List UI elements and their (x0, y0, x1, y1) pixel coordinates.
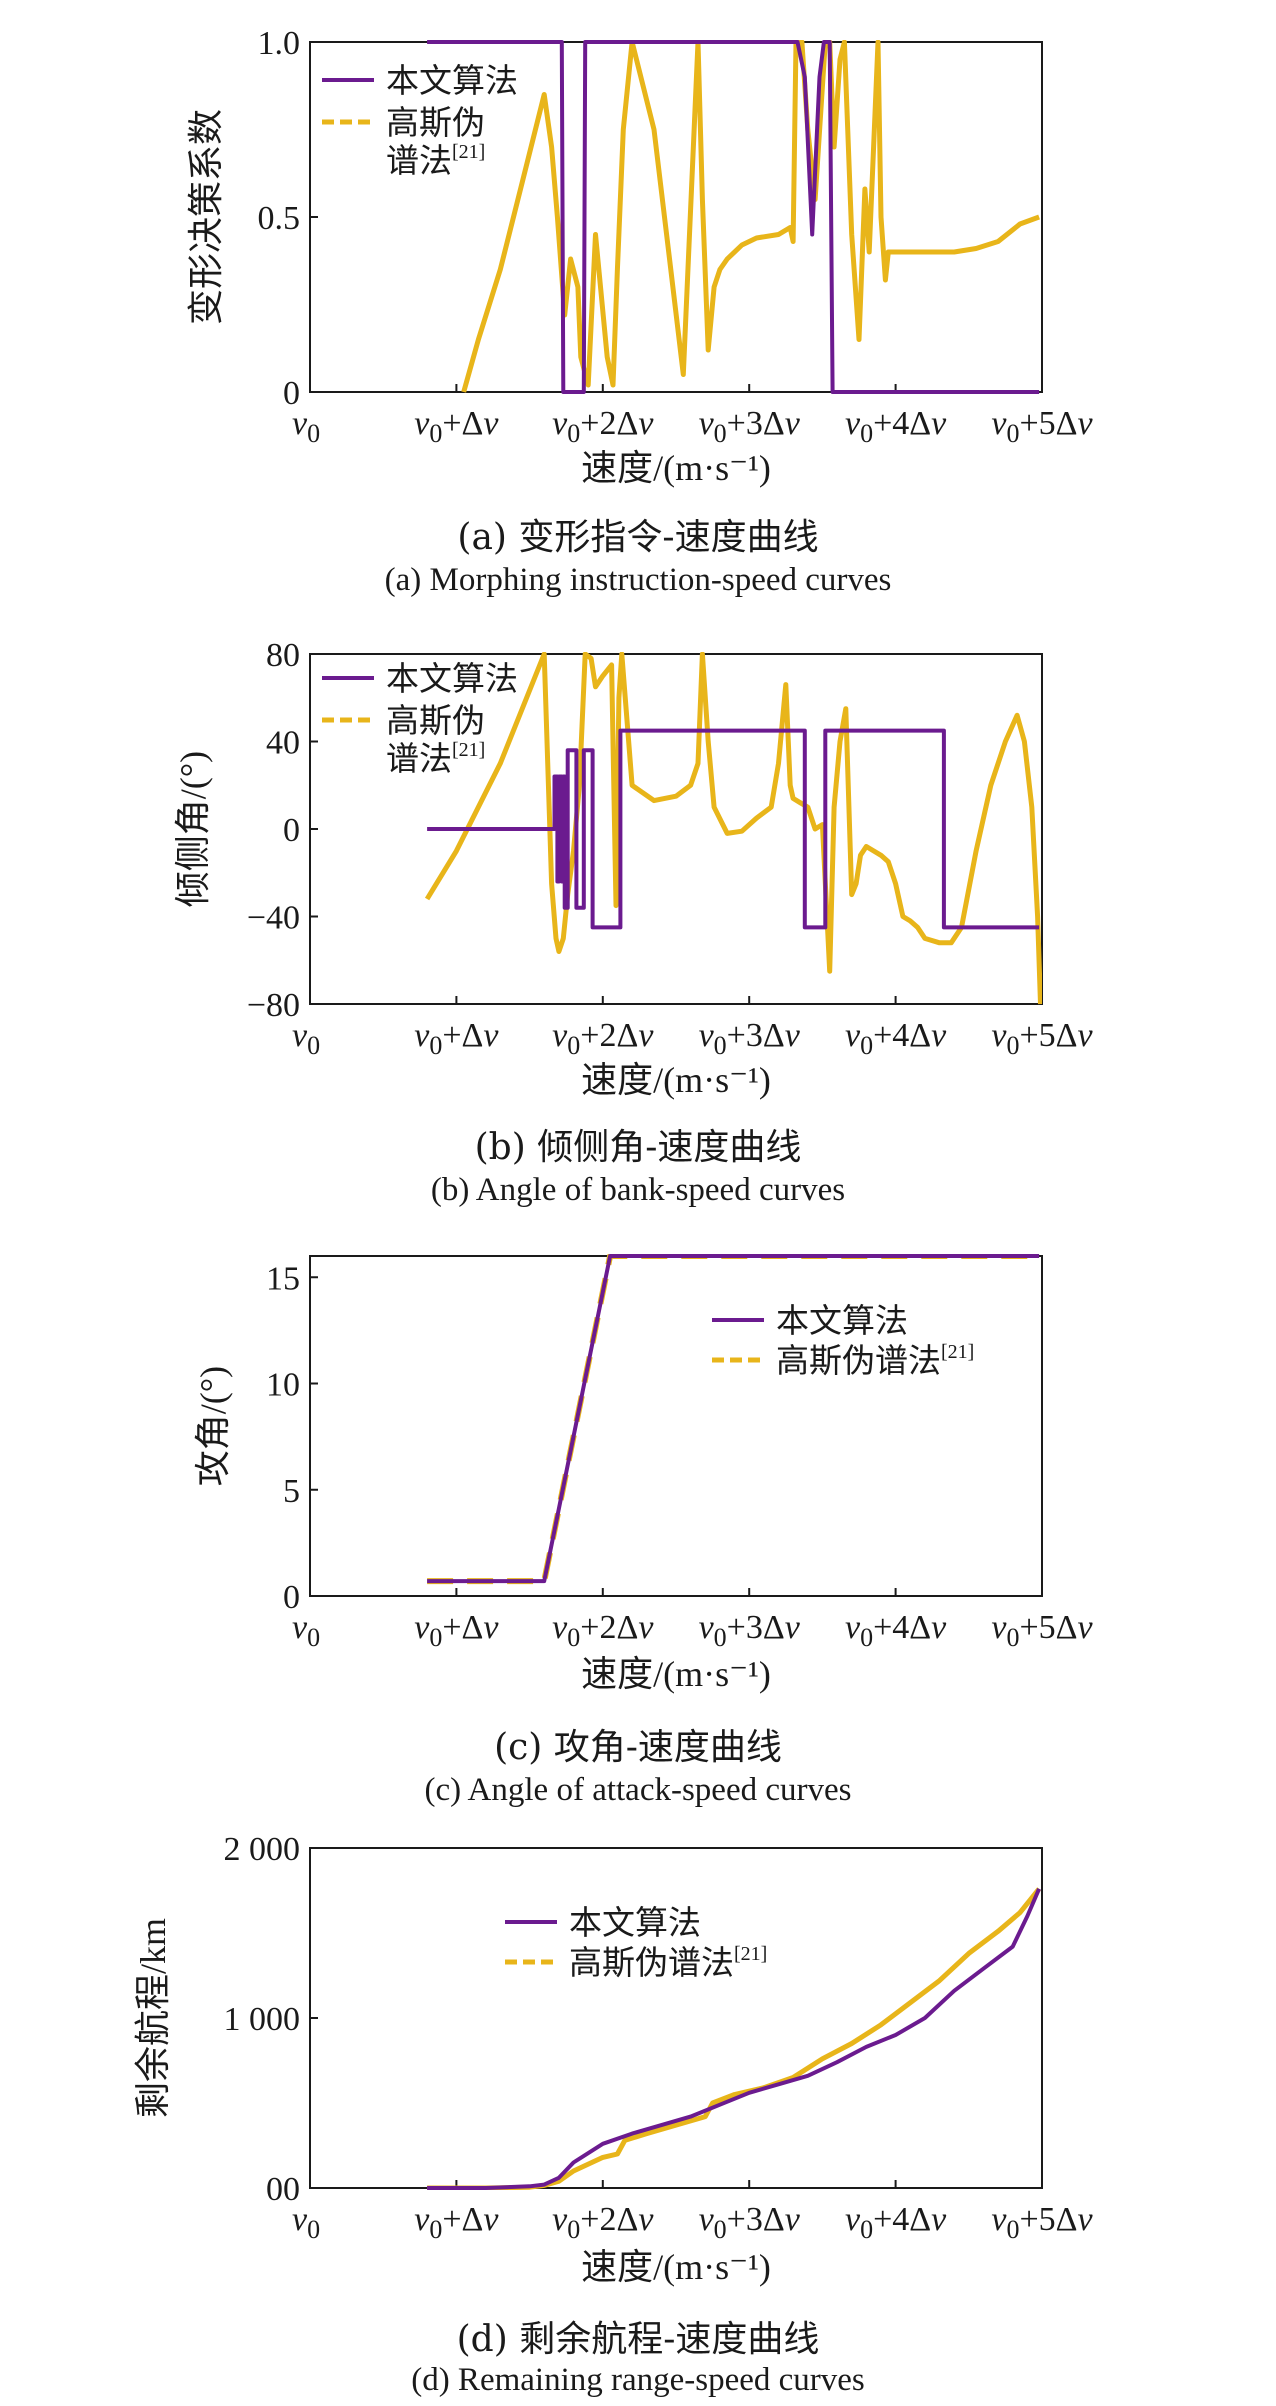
chart-d: v0 v0+Δv v0+2Δv v0+3Δv v0+4Δv v0+5Δv 00 1 000 2 … (133, 1831, 1094, 2287)
chart-a: v0 v0+Δv v0+2Δv v0+3Δv v0+4Δv v0+5Δv 0 0.5 1.0 速度… (186, 25, 1094, 488)
y-tick-label: 2 000 (224, 1831, 301, 1868)
x-tick-label: v0+5Δv (991, 2201, 1093, 2244)
y-tick-label: 5 (283, 1473, 300, 1510)
series-line-ours (427, 1254, 1040, 1584)
y-tick-label: −40 (247, 900, 300, 937)
x-tick-label: v0+4Δv (845, 405, 947, 448)
caption-d-en: (d) Remaining range-speed curves (411, 2362, 865, 2398)
legend-label-ours: 本文算法 (776, 1303, 908, 1340)
series-line-ours (427, 40, 1040, 394)
y-tick-label: −80 (247, 987, 300, 1024)
series-line-gauss (461, 40, 1040, 393)
legend-label-gauss: 高斯伪 (386, 105, 485, 142)
chart-b: v0 v0+Δv v0+2Δv v0+3Δv v0+4Δv v0+5Δv −80 −40 0 40… (173, 637, 1094, 1100)
legend-label-gauss: 高斯伪谱法[21] (569, 1943, 767, 1982)
y-tick-label: 00 (266, 2171, 300, 2208)
x-tick-label: v0+4Δv (845, 1017, 947, 1060)
y-axis-label: 变形决策系数 (186, 109, 226, 325)
chart-c: v0 v0+Δv v0+2Δv v0+3Δv v0+4Δv v0+5Δv 0 5 10 15 速度/… (193, 1254, 1094, 1694)
legend-label-gauss-2: 谱法[21] (386, 141, 485, 180)
series-line-ours (427, 728, 1040, 930)
x-axis-label: 速度/(m·s⁻¹) (581, 448, 771, 488)
series-line-gauss (427, 1254, 1040, 1585)
caption-d-zh: (d) 剩余航程-速度曲线 (456, 2319, 820, 2360)
y-tick-label: 80 (266, 637, 300, 674)
y-tick-label: 40 (266, 725, 300, 762)
legend-label-ours: 本文算法 (386, 661, 518, 698)
x-tick-label: v0+3Δv (699, 1017, 801, 1060)
series-line-gauss (424, 652, 1042, 1005)
series-line-gauss (427, 1887, 1042, 2190)
caption-b-zh: (b) 倾侧角-速度曲线 (474, 1127, 802, 1168)
y-tick-label: 1 000 (224, 2001, 301, 2038)
x-tick-label: v0+Δv (414, 405, 499, 448)
x-tick-label: v0+5Δv (991, 405, 1093, 448)
y-tick-label: 0 (283, 812, 300, 849)
plot-frame (309, 1847, 1043, 2189)
x-tick-label: v0+3Δv (699, 2201, 801, 2244)
x-tick-label: v0 (292, 1017, 320, 1060)
y-axis-label: 攻角/(°) (193, 1366, 233, 1486)
caption-a-zh: (a) 变形指令-速度曲线 (457, 517, 819, 558)
x-tick-label: v0+2Δv (552, 2201, 654, 2244)
x-tick-label: v0 (292, 1609, 320, 1652)
legend-label-gauss: 高斯伪 (386, 703, 485, 740)
y-tick-label: 0 (283, 1579, 300, 1616)
x-axis-label: 速度/(m·s⁻¹) (581, 1654, 771, 1694)
x-tick-label: v0+Δv (414, 1017, 499, 1060)
x-tick-label: v0+2Δv (552, 1609, 654, 1652)
caption-a-en: (a) Morphing instruction-speed curves (384, 562, 892, 598)
x-tick-label: v0+Δv (414, 1609, 499, 1652)
x-tick-label: v0 (292, 405, 320, 448)
x-tick-label: v0+Δv (414, 2201, 499, 2244)
x-tick-label: v0+5Δv (991, 1609, 1093, 1652)
y-axis-label: 剩余航程/km (133, 1918, 173, 2118)
legend-label-ours: 本文算法 (569, 1905, 701, 1942)
series-line-ours (427, 1888, 1041, 2190)
x-axis-label: 速度/(m·s⁻¹) (581, 2247, 771, 2287)
legend-label-ours: 本文算法 (386, 63, 518, 100)
y-tick-label: 10 (266, 1367, 300, 1404)
legend-label-gauss: 高斯伪谱法[21] (776, 1341, 974, 1380)
x-tick-label: v0+5Δv (991, 1017, 1093, 1060)
plot-frame (309, 1255, 1043, 1597)
x-tick-label: v0 (292, 2201, 320, 2244)
legend-label-gauss-2: 谱法[21] (386, 739, 485, 778)
x-tick-label: v0+4Δv (845, 2201, 947, 2244)
x-axis-label: 速度/(m·s⁻¹) (581, 1060, 771, 1100)
x-tick-label: v0+3Δv (699, 405, 801, 448)
y-tick-label: 1.0 (258, 25, 301, 62)
caption-c-zh: (c) 攻角-速度曲线 (494, 1727, 782, 1768)
y-tick-label: 0.5 (258, 200, 301, 237)
caption-b-en: (b) Angle of bank-speed curves (430, 1172, 846, 1208)
x-tick-label: v0+3Δv (699, 1609, 801, 1652)
caption-c-en: (c) Angle of attack-speed curves (424, 1772, 852, 1808)
x-tick-label: v0+2Δv (552, 405, 654, 448)
y-axis-label: 倾侧角/(°) (173, 751, 213, 907)
x-tick-label: v0+2Δv (552, 1017, 654, 1060)
y-tick-label: 0 (283, 375, 300, 412)
x-tick-label: v0+4Δv (845, 1609, 947, 1652)
y-tick-label: 15 (266, 1260, 300, 1297)
